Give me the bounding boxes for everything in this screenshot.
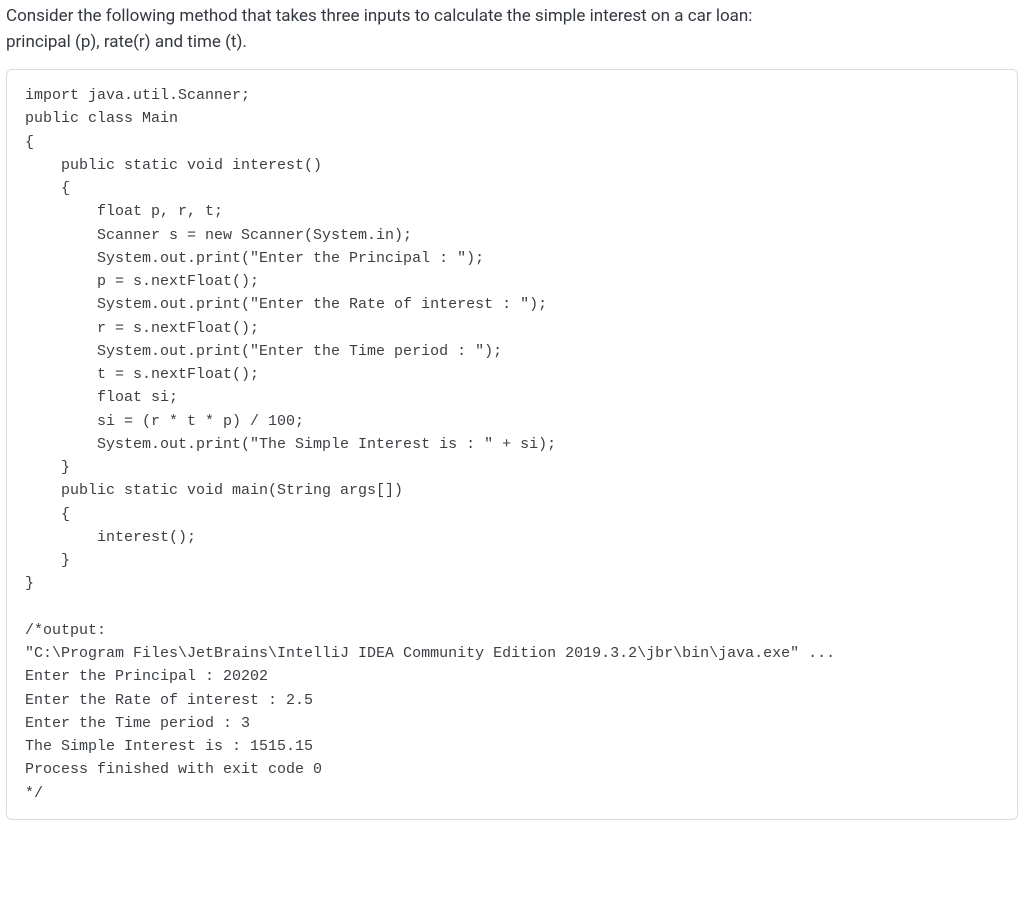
code-line: Enter the Principal : 20202 [25,668,268,685]
question-intro: Consider the following method that takes… [0,0,1024,69]
code-line: System.out.print("Enter the Time period … [25,343,502,360]
code-line: { [25,134,34,151]
intro-line-1: Consider the following method that takes… [6,6,752,26]
code-line: /*output: [25,622,106,639]
code-line: The Simple Interest is : 1515.15 [25,738,313,755]
code-line: Scanner s = new Scanner(System.in); [25,227,412,244]
code-line: Process finished with exit code 0 [25,761,322,778]
code-line: */ [25,785,43,802]
code-line: si = (r * t * p) / 100; [25,413,304,430]
code-line: public class Main [25,110,178,127]
intro-line-2: principal (p), rate(r) and time (t). [6,32,247,52]
code-line: Enter the Time period : 3 [25,715,250,732]
code-line: interest(); [25,529,196,546]
code-line: t = s.nextFloat(); [25,366,259,383]
code-line: Enter the Rate of interest : 2.5 [25,692,313,709]
code-line: System.out.print("Enter the Rate of inte… [25,296,547,313]
code-line: public static void interest() [25,157,322,174]
code-line: import java.util.Scanner; [25,87,250,104]
code-line: "C:\Program Files\JetBrains\IntelliJ IDE… [25,645,835,662]
code-line: } [25,552,70,569]
code-line: float si; [25,389,178,406]
code-line: { [25,180,70,197]
code-line: public static void main(String args[]) [25,482,403,499]
code-line: System.out.print("The Simple Interest is… [25,436,556,453]
code-line: { [25,506,70,523]
code-block: import java.util.Scanner; public class M… [6,69,1018,820]
code-line: p = s.nextFloat(); [25,273,259,290]
code-line: float p, r, t; [25,203,223,220]
code-line: } [25,575,34,592]
code-line: System.out.print("Enter the Principal : … [25,250,484,267]
code-line: r = s.nextFloat(); [25,320,259,337]
code-line: } [25,459,70,476]
